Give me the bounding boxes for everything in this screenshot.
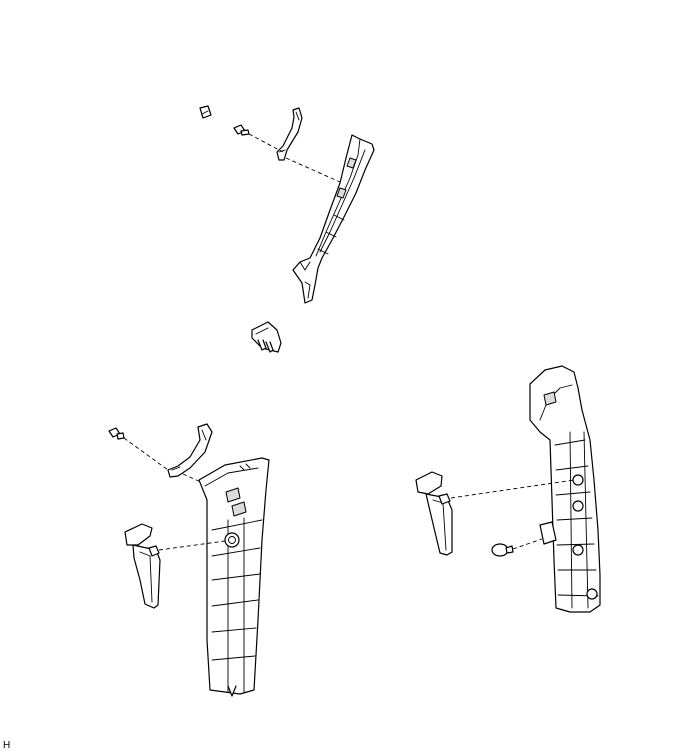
cover-clip xyxy=(251,321,282,353)
assist-grip-top xyxy=(276,107,303,161)
center-pillar-garnish-left xyxy=(198,457,270,697)
seat-belt-anchor-right xyxy=(415,471,453,556)
cap-small-part xyxy=(199,105,212,119)
clip-right xyxy=(491,543,514,557)
document-code: H xyxy=(3,740,11,751)
leader-line-top xyxy=(248,133,341,183)
seat-belt-anchor-left xyxy=(124,523,161,609)
pillar-garnish-right xyxy=(529,365,601,613)
pillar-garnish-top xyxy=(292,134,375,304)
bolt-top xyxy=(233,124,250,136)
leader-line-clip-right xyxy=(512,538,543,550)
assist-grip-left xyxy=(167,423,213,478)
bolt-left xyxy=(108,427,125,440)
